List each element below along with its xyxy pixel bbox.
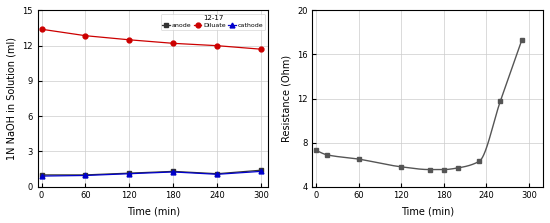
cathode	[38, 175, 45, 178]
anode	[126, 172, 133, 174]
cathode	[258, 170, 265, 173]
Diluate	[170, 42, 177, 45]
anode	[214, 172, 221, 175]
Line: anode: anode	[39, 168, 263, 177]
X-axis label: Time (min): Time (min)	[401, 206, 454, 216]
Diluate	[126, 39, 133, 41]
Y-axis label: 1N NaOH in Solution (ml): 1N NaOH in Solution (ml)	[7, 37, 17, 160]
cathode	[82, 174, 89, 177]
Diluate	[214, 44, 221, 47]
Diluate	[258, 48, 265, 51]
cathode	[126, 172, 133, 175]
Line: cathode: cathode	[39, 169, 263, 178]
anode	[38, 173, 45, 176]
Line: Diluate: Diluate	[39, 27, 263, 52]
anode	[258, 169, 265, 171]
cathode	[214, 173, 221, 176]
X-axis label: Time (min): Time (min)	[126, 206, 180, 216]
anode	[82, 173, 89, 176]
anode	[170, 170, 177, 173]
Diluate	[38, 28, 45, 31]
Legend: anode, Diluate, cathode: anode, Diluate, cathode	[161, 14, 265, 30]
Diluate	[82, 34, 89, 37]
Y-axis label: Resistance (Ohm): Resistance (Ohm)	[282, 55, 292, 142]
cathode	[170, 171, 177, 173]
